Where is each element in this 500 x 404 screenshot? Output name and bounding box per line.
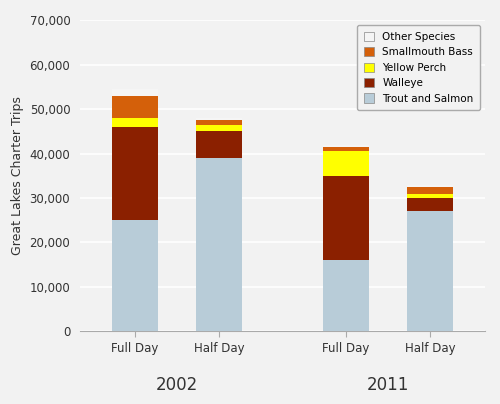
Bar: [407, 198, 454, 211]
Bar: [322, 176, 369, 260]
Bar: [196, 125, 242, 131]
Bar: [196, 118, 242, 120]
Bar: [196, 158, 242, 331]
Bar: [407, 185, 454, 187]
Bar: [322, 260, 369, 331]
Bar: [112, 89, 158, 96]
Bar: [407, 211, 454, 331]
Bar: [112, 220, 158, 331]
Bar: [407, 194, 454, 198]
Legend: Other Species, Smallmouth Bass, Yellow Perch, Walleye, Trout and Salmon: Other Species, Smallmouth Bass, Yellow P…: [358, 25, 480, 110]
Y-axis label: Great Lakes Charter Trips: Great Lakes Charter Trips: [11, 96, 24, 255]
Text: 2011: 2011: [367, 376, 409, 394]
Bar: [322, 152, 369, 176]
Bar: [196, 120, 242, 124]
Bar: [112, 118, 158, 127]
Bar: [112, 127, 158, 220]
Text: 2002: 2002: [156, 376, 198, 394]
Bar: [322, 145, 369, 147]
Bar: [407, 187, 454, 194]
Bar: [196, 131, 242, 158]
Bar: [322, 147, 369, 152]
Bar: [112, 96, 158, 118]
